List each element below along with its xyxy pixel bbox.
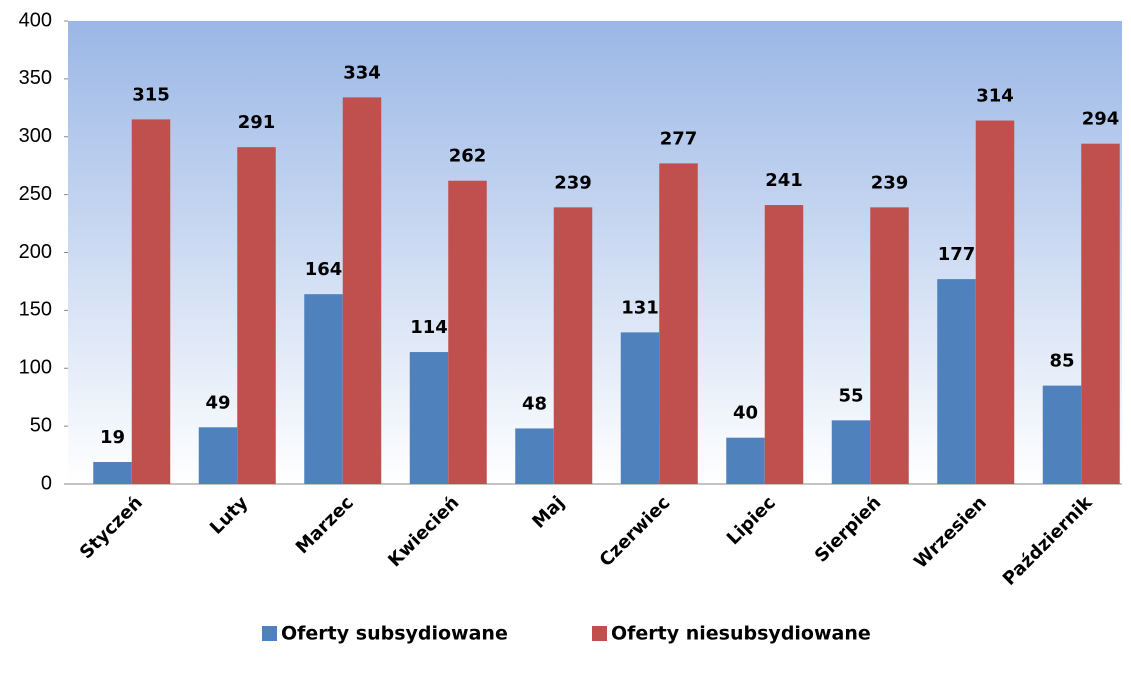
legend-label: Oferty subsydiowane (281, 623, 508, 645)
bar (620, 332, 660, 484)
value-label: 114 (410, 317, 448, 338)
value-label: 294 (1082, 109, 1120, 130)
bar (515, 428, 554, 484)
value-label: 131 (621, 297, 659, 318)
x-tick-label: Luty (206, 492, 253, 539)
bar (304, 294, 343, 484)
y-tick-label: 300 (19, 125, 52, 147)
value-label: 85 (1049, 351, 1074, 372)
value-label: 239 (554, 172, 592, 193)
value-label: 315 (132, 84, 170, 105)
x-tick-label: Czerwiec (596, 492, 675, 571)
bar (198, 427, 238, 484)
value-label: 241 (765, 170, 803, 191)
bar (93, 462, 132, 484)
bar (131, 119, 171, 484)
y-tick-label: 150 (19, 299, 52, 321)
bar (1081, 143, 1120, 484)
value-label: 55 (838, 385, 863, 406)
bar (342, 97, 382, 485)
value-label: 277 (660, 128, 698, 149)
legend-swatch (592, 626, 607, 641)
bar (1042, 385, 1082, 484)
bar (553, 207, 593, 485)
bar (764, 205, 804, 485)
value-label: 49 (205, 392, 230, 413)
x-tick-label: Sierpień (811, 492, 885, 566)
y-tick-label: 50 (30, 414, 52, 436)
bar (237, 147, 276, 485)
bar (409, 352, 449, 484)
bar (726, 437, 765, 484)
bar (975, 120, 1015, 485)
legend-label: Oferty niesubsydiowane (611, 623, 871, 645)
x-tick-label: Maj (528, 492, 568, 532)
bar (448, 180, 487, 485)
value-label: 40 (733, 403, 758, 424)
x-tick-label: Wrzesien (910, 492, 991, 573)
x-tick-label: Październik (999, 491, 1097, 589)
y-tick-label: 100 (19, 357, 52, 379)
y-tick-label: 0 (41, 472, 52, 494)
bar (831, 420, 871, 484)
bar (870, 207, 909, 485)
value-label: 177 (938, 244, 976, 265)
y-tick-label: 200 (19, 241, 52, 263)
bar (937, 279, 976, 484)
value-label: 164 (305, 259, 343, 280)
x-tick-label: Kwiecień (384, 492, 463, 571)
x-tick-label: Styczeń (76, 492, 147, 563)
value-label: 314 (976, 86, 1014, 107)
value-label: 48 (522, 393, 547, 414)
legend-swatch (262, 626, 277, 641)
y-tick-label: 400 (19, 9, 52, 31)
x-tick-label: Lipiec (723, 492, 780, 549)
value-label: 262 (449, 146, 487, 167)
y-tick-label: 250 (19, 183, 52, 205)
value-label: 239 (871, 172, 909, 193)
value-label: 334 (343, 62, 381, 83)
x-tick-label: Marzec (292, 492, 358, 558)
value-label: 19 (100, 427, 125, 448)
value-label: 291 (238, 112, 276, 133)
y-tick-label: 350 (19, 67, 52, 89)
bar (659, 163, 698, 484)
